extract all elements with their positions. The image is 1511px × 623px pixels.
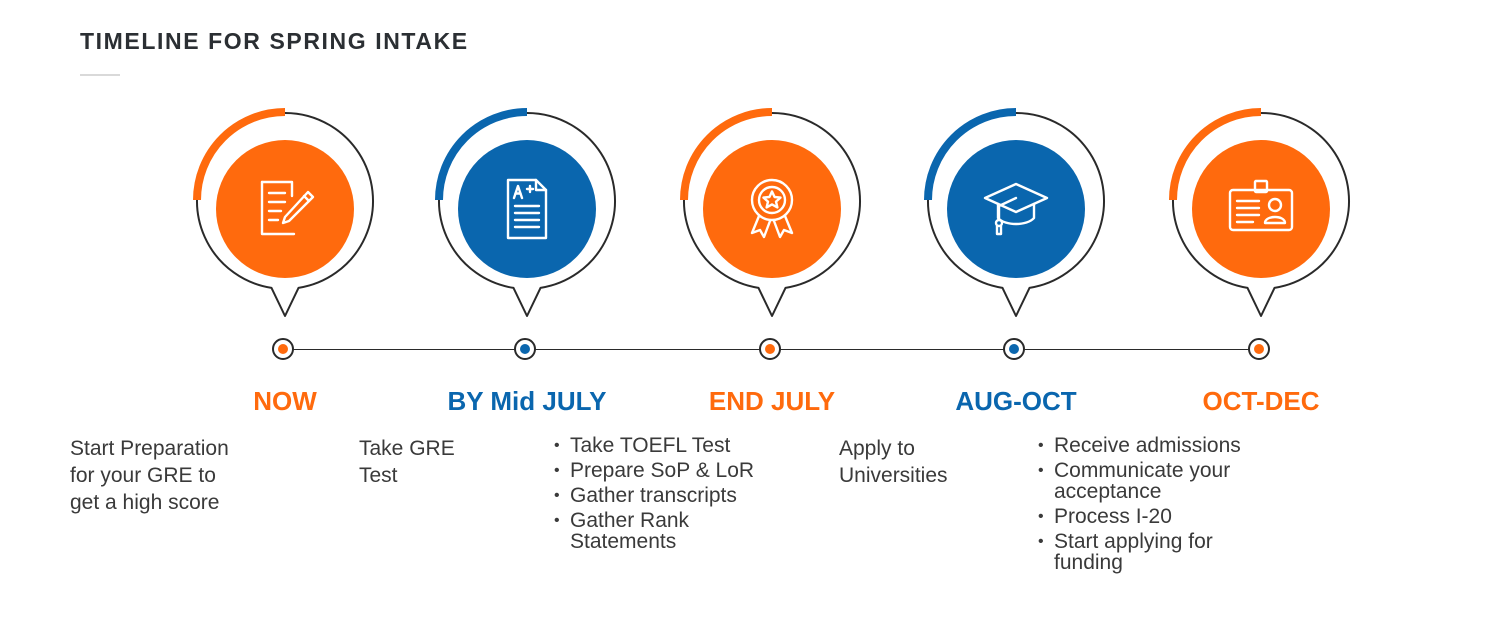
page-title: TIMELINE FOR SPRING INTAKE xyxy=(80,28,469,54)
title-underline xyxy=(80,74,120,76)
bullet-item: Start applying for funding xyxy=(1036,531,1256,573)
timeline-step-now: NOW Start Preparation for your GRE to ge… xyxy=(70,0,405,623)
bullet-item: Receive admissions xyxy=(1036,435,1256,456)
graduation-cap-icon xyxy=(983,176,1049,242)
bullet-item: Process I-20 xyxy=(1036,506,1256,527)
step-bullet-list: Receive admissions Communicate your acce… xyxy=(1036,435,1256,577)
desc-line: for your GRE to xyxy=(70,464,216,487)
pin-marker xyxy=(924,108,1106,330)
desc-line: Universities xyxy=(839,464,948,487)
graded-paper-icon xyxy=(494,176,560,242)
step-description: Take GRE Test xyxy=(359,435,455,489)
pin-marker xyxy=(435,108,617,330)
bullet-item: Take TOEFL Test xyxy=(552,435,767,456)
bullet-item: Gather Rank Statements xyxy=(552,510,767,552)
desc-line: Take GRE xyxy=(359,437,455,460)
award-badge-icon xyxy=(739,176,805,242)
step-label: OCT-DEC xyxy=(1202,386,1320,416)
step-label: NOW xyxy=(253,386,317,416)
timeline-node xyxy=(1248,338,1270,360)
desc-line: Test xyxy=(359,464,398,487)
step-label: BY Mid JULY xyxy=(447,386,607,416)
pin-shape xyxy=(1169,108,1350,317)
step-label: AUG-OCT xyxy=(955,386,1077,416)
pin-shape xyxy=(924,108,1105,317)
pin-marker xyxy=(1169,108,1351,330)
bullet-item: Communicate your acceptance xyxy=(1036,460,1256,502)
pin-shape xyxy=(193,108,374,317)
step-description: Start Preparation for your GRE to get a … xyxy=(70,435,229,516)
step-label: END JULY xyxy=(708,386,836,416)
step-description: Apply to Universities xyxy=(839,435,948,489)
pin-marker xyxy=(193,108,375,330)
timeline-step-aug-oct: AUG-OCT Apply to Universities xyxy=(839,0,1136,623)
desc-line: Start Preparation xyxy=(70,437,229,460)
bullet-item: Prepare SoP & LoR xyxy=(552,460,767,481)
desc-line: get a high score xyxy=(70,491,220,514)
step-bullet-list: Take TOEFL Test Prepare SoP & LoR Gather… xyxy=(552,435,767,556)
timeline-node xyxy=(514,338,536,360)
timeline-node xyxy=(759,338,781,360)
desc-line: Apply to xyxy=(839,437,915,460)
timeline-node xyxy=(1003,338,1025,360)
id-card-icon xyxy=(1228,176,1294,242)
pin-shape xyxy=(435,108,616,317)
timeline-step-oct-dec: OCT-DEC Receive admissions Communicate y… xyxy=(1038,0,1381,623)
pin-marker xyxy=(680,108,862,330)
bullet-item: Gather transcripts xyxy=(552,485,767,506)
timeline-node xyxy=(272,338,294,360)
timeline-step-end-july: END JULY Take TOEFL Test Prepare SoP & L… xyxy=(554,0,892,623)
document-pencil-icon xyxy=(252,176,318,242)
pin-shape xyxy=(680,108,861,317)
timeline-step-by-mid-july: BY Mid JULY Take GRE Test xyxy=(359,0,647,623)
